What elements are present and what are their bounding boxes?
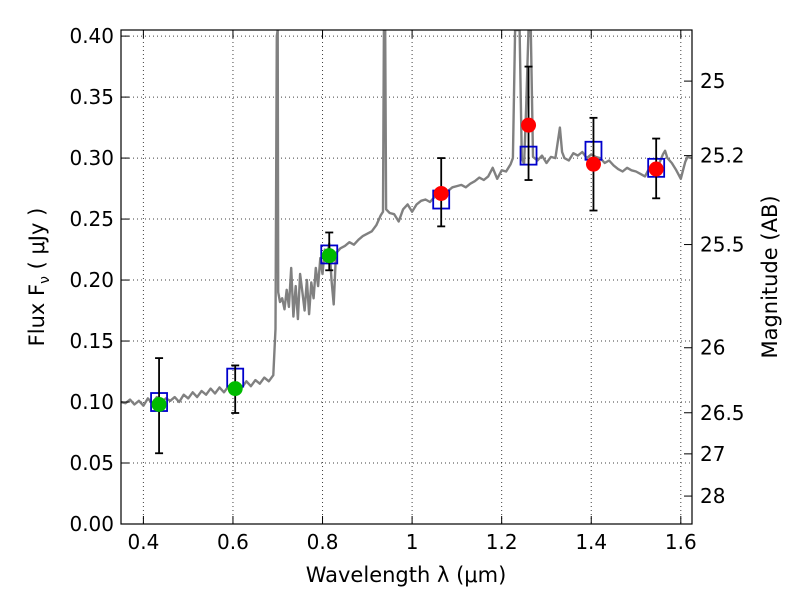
y2-tick-label: 28 xyxy=(700,484,725,508)
plot-area xyxy=(121,30,692,455)
y2-axis-label: Magnitude (AB) xyxy=(758,195,782,358)
y-tick-label: 0.25 xyxy=(69,207,114,231)
y-tick-label: 0.20 xyxy=(69,268,114,292)
x-axis-label: Wavelength λ (μm) xyxy=(306,563,507,587)
observed-flux-red-point xyxy=(585,156,601,172)
y-axis-label-subscript: ν xyxy=(37,276,53,284)
y-tick-label: 0.10 xyxy=(69,390,114,414)
observed-flux-green-point xyxy=(227,381,243,397)
x-tick-label: 0.8 xyxy=(307,530,339,554)
tick-labels: 0.4 0.6 0.8 1 1.2 1.4 1.6 0.00 0.05 0.10 0.15 0.20 0… xyxy=(69,24,744,554)
x-tick-label: 1.2 xyxy=(486,530,518,554)
x-tick-label: 1.4 xyxy=(575,530,607,554)
y2-tick-label: 25.2 xyxy=(700,144,745,168)
observed-flux-red-point xyxy=(648,161,664,177)
plot-frame xyxy=(120,29,693,525)
observed-flux-green-point xyxy=(151,396,167,412)
spectrum-line xyxy=(121,30,692,407)
y-axis-label: Flux Fν ( μJy ) xyxy=(25,208,53,347)
y2-tick-label: 26.5 xyxy=(700,401,745,425)
y-tick-label: 0.15 xyxy=(69,329,114,353)
y-tick-label: 0.40 xyxy=(69,24,114,48)
y-tick-label: 0.05 xyxy=(69,451,114,475)
y2-tick-label: 25.5 xyxy=(700,233,745,257)
observed-flux-green-point xyxy=(321,248,337,264)
y-tick-label: 0.30 xyxy=(69,146,114,170)
y-tick-label: 0.35 xyxy=(69,85,114,109)
y-tick-label: 0.00 xyxy=(69,512,114,536)
observed-flux-red-point xyxy=(521,117,537,133)
y2-tick-label: 27 xyxy=(700,442,725,466)
x-tick-label: 1 xyxy=(406,530,419,554)
x-tick-label: 0.6 xyxy=(217,530,249,554)
x-tick-label: 1.6 xyxy=(665,530,697,554)
ticks xyxy=(121,30,692,525)
y-axis-label-units: ( μJy ) xyxy=(25,208,49,276)
grid xyxy=(121,30,692,524)
observed-flux-red-point xyxy=(433,185,449,201)
y2-tick-label: 26 xyxy=(700,336,725,360)
y2-tick-label: 25 xyxy=(700,69,725,93)
y-axis-label-main: Flux F xyxy=(25,284,49,346)
x-tick-label: 0.4 xyxy=(127,530,159,554)
